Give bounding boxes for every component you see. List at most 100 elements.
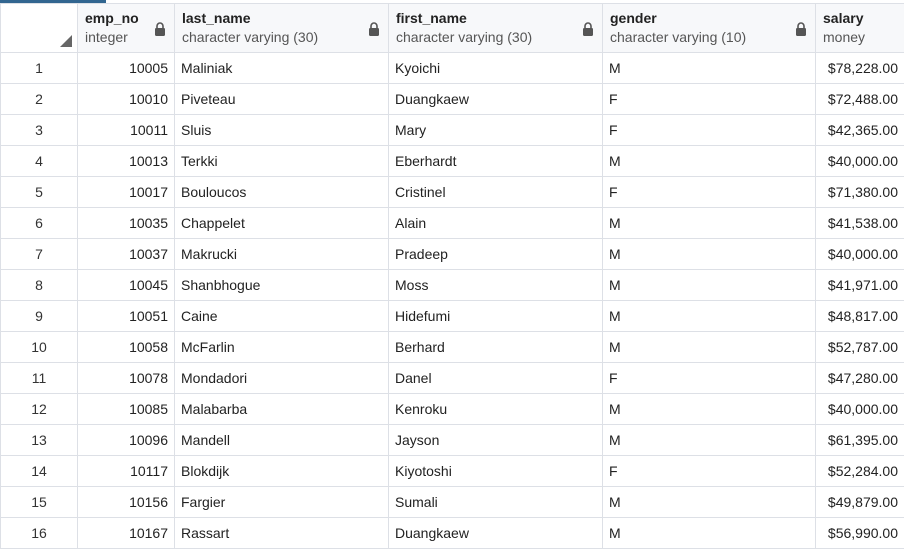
cell-gender[interactable]: M — [603, 487, 816, 518]
row-number[interactable]: 9 — [1, 301, 78, 332]
cell-emp-no[interactable]: 10156 — [78, 487, 175, 518]
cell-gender[interactable]: M — [603, 146, 816, 177]
cell-gender[interactable]: F — [603, 84, 816, 115]
cell-emp-no[interactable]: 10167 — [78, 518, 175, 549]
cell-gender[interactable]: F — [603, 177, 816, 208]
cell-emp-no[interactable]: 10117 — [78, 456, 175, 487]
cell-last-name[interactable]: Caine — [175, 301, 389, 332]
cell-gender[interactable]: M — [603, 301, 816, 332]
row-number[interactable]: 11 — [1, 363, 78, 394]
cell-first-name[interactable]: Pradeep — [389, 239, 603, 270]
column-header-salary[interactable]: salary money — [816, 4, 904, 53]
cell-gender[interactable]: M — [603, 425, 816, 456]
cell-emp-no[interactable]: 10013 — [78, 146, 175, 177]
select-all-corner[interactable] — [1, 4, 78, 53]
row-number[interactable]: 4 — [1, 146, 78, 177]
cell-salary[interactable]: $52,284.00 — [816, 456, 904, 487]
row-number[interactable]: 16 — [1, 518, 78, 549]
cell-last-name[interactable]: Shanbhogue — [175, 270, 389, 301]
cell-emp-no[interactable]: 10085 — [78, 394, 175, 425]
cell-last-name[interactable]: Mondadori — [175, 363, 389, 394]
column-header-last-name[interactable]: last_name character varying (30) — [175, 4, 389, 53]
cell-gender[interactable]: F — [603, 363, 816, 394]
cell-emp-no[interactable]: 10035 — [78, 208, 175, 239]
row-number[interactable]: 2 — [1, 84, 78, 115]
cell-emp-no[interactable]: 10037 — [78, 239, 175, 270]
cell-emp-no[interactable]: 10011 — [78, 115, 175, 146]
row-number[interactable]: 14 — [1, 456, 78, 487]
cell-emp-no[interactable]: 10078 — [78, 363, 175, 394]
cell-salary[interactable]: $47,280.00 — [816, 363, 904, 394]
cell-gender[interactable]: M — [603, 394, 816, 425]
cell-salary[interactable]: $40,000.00 — [816, 394, 904, 425]
column-header-emp-no[interactable]: emp_no integer — [78, 4, 175, 53]
cell-last-name[interactable]: Mandell — [175, 425, 389, 456]
row-number[interactable]: 8 — [1, 270, 78, 301]
cell-first-name[interactable]: Duangkaew — [389, 518, 603, 549]
column-header-first-name[interactable]: first_name character varying (30) — [389, 4, 603, 53]
cell-salary[interactable]: $71,380.00 — [816, 177, 904, 208]
cell-salary[interactable]: $48,817.00 — [816, 301, 904, 332]
cell-first-name[interactable]: Kenroku — [389, 394, 603, 425]
cell-first-name[interactable]: Moss — [389, 270, 603, 301]
cell-emp-no[interactable]: 10045 — [78, 270, 175, 301]
cell-first-name[interactable]: Jayson — [389, 425, 603, 456]
cell-salary[interactable]: $56,990.00 — [816, 518, 904, 549]
cell-first-name[interactable]: Kyoichi — [389, 53, 603, 84]
cell-last-name[interactable]: Makrucki — [175, 239, 389, 270]
row-number[interactable]: 15 — [1, 487, 78, 518]
cell-emp-no[interactable]: 10058 — [78, 332, 175, 363]
cell-emp-no[interactable]: 10051 — [78, 301, 175, 332]
cell-last-name[interactable]: Bouloucos — [175, 177, 389, 208]
cell-gender[interactable]: M — [603, 53, 816, 84]
cell-gender[interactable]: F — [603, 115, 816, 146]
cell-salary[interactable]: $78,228.00 — [816, 53, 904, 84]
cell-first-name[interactable]: Mary — [389, 115, 603, 146]
cell-first-name[interactable]: Hidefumi — [389, 301, 603, 332]
row-number[interactable]: 10 — [1, 332, 78, 363]
row-number[interactable]: 1 — [1, 53, 78, 84]
cell-gender[interactable]: M — [603, 270, 816, 301]
cell-last-name[interactable]: Blokdijk — [175, 456, 389, 487]
cell-last-name[interactable]: Sluis — [175, 115, 389, 146]
cell-first-name[interactable]: Danel — [389, 363, 603, 394]
cell-last-name[interactable]: Terkki — [175, 146, 389, 177]
cell-salary[interactable]: $72,488.00 — [816, 84, 904, 115]
cell-salary[interactable]: $49,879.00 — [816, 487, 904, 518]
cell-gender[interactable]: M — [603, 208, 816, 239]
row-number[interactable]: 7 — [1, 239, 78, 270]
row-number[interactable]: 3 — [1, 115, 78, 146]
row-number[interactable]: 13 — [1, 425, 78, 456]
cell-first-name[interactable]: Berhard — [389, 332, 603, 363]
cell-gender[interactable]: M — [603, 332, 816, 363]
cell-first-name[interactable]: Duangkaew — [389, 84, 603, 115]
cell-salary[interactable]: $52,787.00 — [816, 332, 904, 363]
column-header-gender[interactable]: gender character varying (10) — [603, 4, 816, 53]
cell-last-name[interactable]: Chappelet — [175, 208, 389, 239]
cell-first-name[interactable]: Eberhardt — [389, 146, 603, 177]
cell-salary[interactable]: $40,000.00 — [816, 239, 904, 270]
cell-last-name[interactable]: Rassart — [175, 518, 389, 549]
cell-last-name[interactable]: Maliniak — [175, 53, 389, 84]
cell-first-name[interactable]: Sumali — [389, 487, 603, 518]
cell-emp-no[interactable]: 10010 — [78, 84, 175, 115]
cell-salary[interactable]: $41,538.00 — [816, 208, 904, 239]
cell-first-name[interactable]: Alain — [389, 208, 603, 239]
cell-gender[interactable]: F — [603, 456, 816, 487]
cell-first-name[interactable]: Kiyotoshi — [389, 456, 603, 487]
cell-last-name[interactable]: Piveteau — [175, 84, 389, 115]
cell-first-name[interactable]: Cristinel — [389, 177, 603, 208]
